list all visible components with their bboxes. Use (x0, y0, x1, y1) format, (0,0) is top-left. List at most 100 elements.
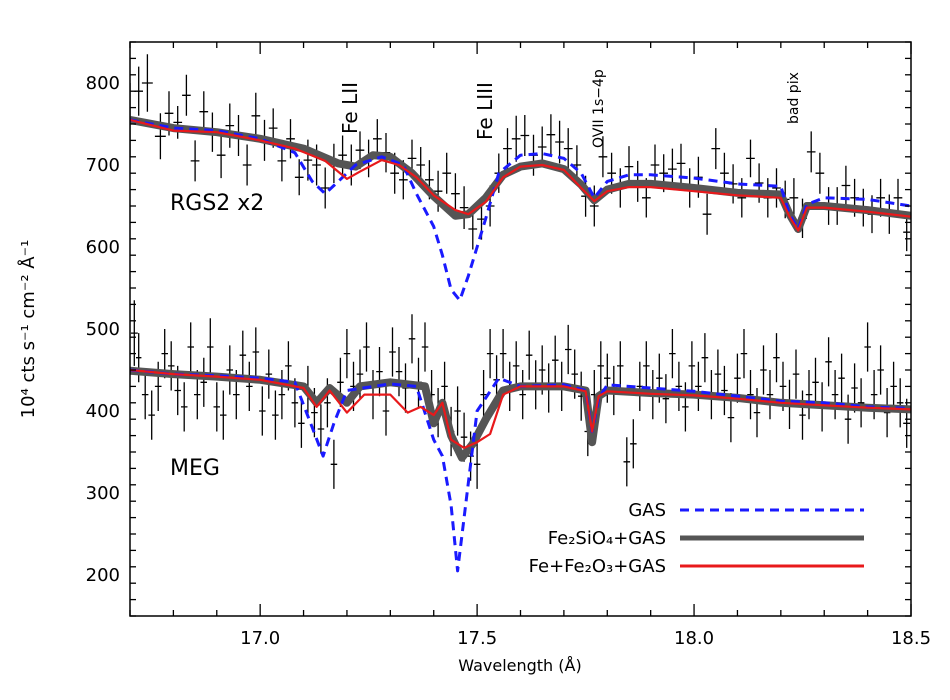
rgs-data-point (520, 115, 530, 156)
rgs-data-point (589, 185, 599, 227)
x-tick-label: 18.5 (891, 628, 931, 649)
rgs-data-point (190, 140, 200, 182)
annotation-fe-liii: Fe LIII (473, 82, 497, 140)
meg-data-point (252, 327, 260, 377)
meg-data-point (246, 361, 253, 411)
rgs-data-point (286, 119, 295, 159)
rgs-data-point (806, 131, 816, 173)
meg-data-point (565, 324, 572, 375)
meg-data-point (265, 349, 273, 399)
annotation-bad-pix: bad pix (786, 72, 802, 124)
meg-data-point (486, 329, 494, 379)
meg-data-point (220, 390, 227, 440)
meg-data-point (896, 378, 904, 428)
rgs-data-point (251, 92, 261, 139)
meg-data-point (408, 314, 416, 364)
y-axis-label: 10⁴ cts s⁻¹ cm⁻² Å⁻¹ (17, 240, 39, 419)
meg-data-point (141, 370, 149, 420)
meg-data-point (747, 370, 754, 420)
meg-data-point (363, 322, 370, 372)
meg-data-point (395, 347, 403, 397)
meg-data-point (519, 370, 526, 420)
rgs-data-point (338, 135, 347, 175)
rgs-data-point (141, 54, 153, 112)
series-fe-fe2o3-gas-meg (130, 368, 911, 449)
rgs-data-point (546, 114, 556, 156)
series-fe-fe2o3-gas-rgs (130, 118, 911, 232)
meg-data-point (421, 322, 429, 372)
meg-data-point (200, 357, 207, 407)
rgs-data-point (442, 152, 452, 194)
meg-data-point (825, 337, 832, 387)
axes-layer: 17.0 17.5 18.0 18.5 200 300 400 500 600 700 800 (86, 41, 931, 649)
meg-data-point (805, 370, 813, 420)
meg-data-point (226, 345, 233, 395)
rgs-data-point (720, 152, 729, 194)
meg-data-point (330, 439, 338, 489)
rgs-data-point (789, 178, 799, 218)
legend: GAS Fe₂SiO₄+GAS Fe+Fe₂O₃+GAS (529, 500, 864, 577)
meg-data-point (512, 341, 520, 391)
meg-data-point (298, 398, 305, 448)
meg-data-point (473, 439, 481, 489)
meg-data-point (454, 386, 461, 436)
meg-data-point (389, 327, 396, 377)
annotation-ovii: OVII 1s−4p (591, 69, 607, 148)
rgs-data-point (199, 91, 209, 133)
meg-data-point (317, 404, 325, 454)
rgs-data-point (746, 139, 755, 178)
meg-data-point (701, 333, 709, 383)
meg-data-point (675, 361, 683, 411)
rgs-data-point (320, 167, 330, 209)
meg-data-point (883, 388, 891, 438)
meg-data-point (812, 357, 819, 407)
meg-data-point (168, 341, 175, 391)
x-tick-label: 17.0 (240, 628, 280, 649)
meg-data-point (617, 341, 624, 391)
meg-data-point (272, 390, 279, 440)
rgs-data-point (459, 186, 469, 229)
y-tick-label: 300 (86, 483, 120, 504)
meg-data-point (376, 347, 383, 397)
meg-data-point (525, 330, 533, 380)
meg-data-point (630, 419, 637, 469)
annotation-fe-lii: Fe LII (338, 82, 362, 134)
meg-data-point (857, 378, 865, 428)
meg-data-point (669, 329, 676, 379)
legend-label-gas: GAS (628, 500, 666, 521)
meg-data-point (239, 330, 247, 380)
meg-data-point (864, 322, 871, 372)
y-tick-label: 600 (86, 237, 120, 258)
meg-data-point (877, 345, 884, 395)
rgs-data-point (242, 144, 252, 186)
meg-data-point (213, 382, 220, 432)
meg-data-point (259, 386, 266, 436)
panel-label-rgs: RGS2 x2 (170, 191, 264, 216)
rgs-data-point (503, 128, 512, 170)
rgs-data-point (451, 173, 460, 215)
meg-data-point (844, 394, 852, 444)
rgs-data-point (216, 132, 226, 179)
plot-frame (129, 41, 912, 617)
meg-data-point (343, 329, 351, 379)
y-tick-label: 500 (86, 319, 120, 340)
y-tick-label: 700 (86, 155, 120, 176)
y-tick-label: 400 (86, 401, 120, 422)
meg-data-point (799, 390, 806, 440)
meg-data-point (831, 370, 839, 420)
meg-data-point (753, 388, 761, 438)
rgs-data-point (182, 74, 191, 116)
meg-data-point (278, 370, 286, 420)
meg-data-point (695, 361, 702, 411)
rgs-data-point (225, 103, 235, 148)
meg-data-point (181, 382, 188, 432)
rgs-data-point (173, 106, 183, 139)
rgs-data-point (563, 128, 573, 170)
meg-data-point (148, 390, 155, 440)
meg-data-point (597, 341, 604, 391)
rgs-data-point (294, 159, 304, 196)
legend-label-fe-fe2o3: Fe+Fe₂O₃+GAS (529, 556, 666, 577)
meg-data-point (740, 329, 748, 379)
series-gas-rgs (130, 118, 911, 302)
meg-data-point (838, 353, 845, 403)
